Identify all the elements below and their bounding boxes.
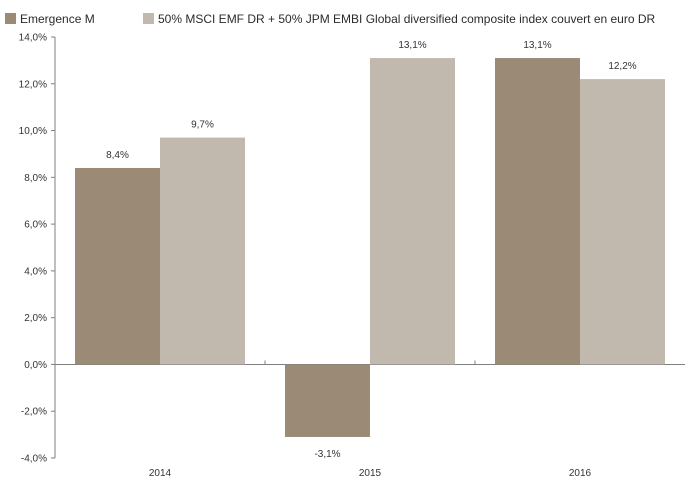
- bar-s2-2014: [160, 137, 245, 365]
- y-tick-label: 4,0%: [24, 266, 47, 277]
- legend-label-1: Emergence M: [20, 12, 95, 26]
- data-label: 9,7%: [191, 120, 214, 131]
- y-tick-label: 6,0%: [24, 220, 47, 231]
- data-label: 13,1%: [523, 40, 551, 51]
- x-category-label: 2015: [359, 468, 382, 479]
- chart-bars: [75, 58, 665, 437]
- chart-data-labels: 8,4% 9,7% -3,1% 13,1% 13,1% 12,2%: [106, 40, 637, 460]
- bar-s1-2014: [75, 167, 160, 365]
- y-tick-label: 0,0%: [24, 360, 47, 371]
- chart-axes: -4,0% -2,0% 0,0% 2,0% 4,0% 6,0% 8,0% 10,0% 12,0%…: [19, 33, 685, 479]
- legend-label-2: 50% MSCI EMF DR + 50% JPM EMBI Global di…: [158, 12, 656, 26]
- x-category-label: 2016: [569, 468, 592, 479]
- y-tick-label: 10,0%: [19, 126, 47, 137]
- x-category-label: 2014: [149, 468, 172, 479]
- bar-s1-2015: [285, 364, 370, 437]
- y-tick-label: -4,0%: [21, 454, 47, 465]
- legend-swatch-2: [143, 13, 154, 24]
- chart-legend: Emergence M 50% MSCI EMF DR + 50% JPM EMB…: [5, 12, 656, 26]
- y-tick-label: -2,0%: [21, 407, 47, 418]
- bar-s1-2016: [495, 58, 580, 365]
- y-tick-label: 12,0%: [19, 79, 47, 90]
- data-label: -3,1%: [314, 449, 340, 460]
- data-label: 13,1%: [398, 40, 426, 51]
- bar-s2-2016: [580, 79, 665, 365]
- data-label: 12,2%: [608, 61, 636, 72]
- legend-swatch-1: [5, 13, 16, 24]
- data-label: 8,4%: [106, 150, 129, 161]
- y-tick-label: 2,0%: [24, 313, 47, 324]
- bar-s2-2015: [370, 58, 455, 365]
- y-tick-label: 14,0%: [19, 33, 47, 44]
- y-tick-label: 8,0%: [24, 173, 47, 184]
